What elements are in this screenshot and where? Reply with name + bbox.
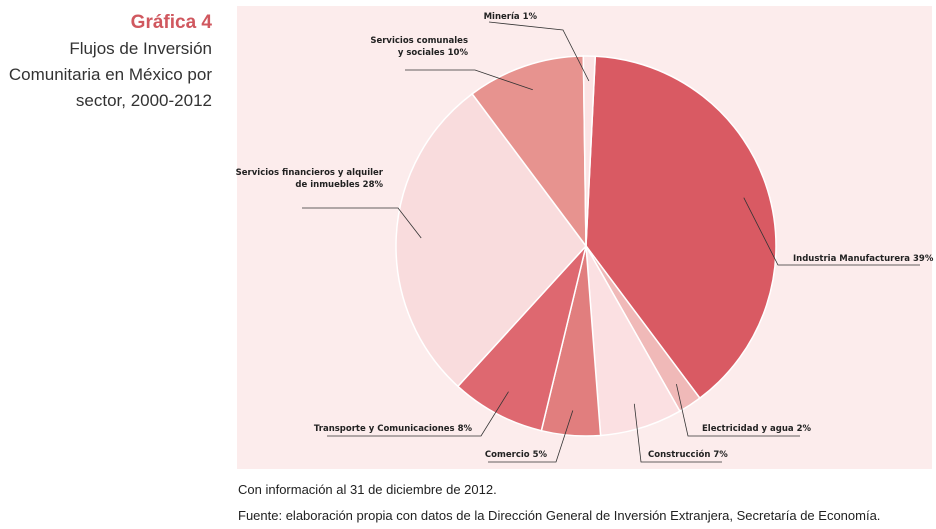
pie-slice-5 (456, 245, 587, 432)
slice-label-7: Servicios comunales y sociales 10% (370, 36, 468, 58)
slice-label-3: Construcción 7% (648, 449, 728, 460)
pie-slice-7 (471, 55, 587, 249)
leader-line-7 (405, 69, 533, 91)
slice-label-2: Electricidad y agua 2% (702, 424, 811, 434)
leader-line-1 (743, 197, 920, 266)
chart-title-line-2: Comunitaria en México por (8, 65, 212, 84)
slice-label-8: Minería 1% (484, 12, 538, 22)
chart-caption: Gráfica 4 Flujos de Inversión Comunitari… (0, 10, 212, 114)
slice-label-1: Industria Manufacturera 39% (793, 254, 934, 264)
leader-line-5 (327, 391, 509, 437)
pie-slice-8 (582, 55, 597, 247)
leader-line-2 (676, 384, 800, 437)
leader-line-8 (488, 21, 590, 82)
slice-label-4: Comercio 5% (485, 450, 548, 460)
chart-number: Gráfica 4 (130, 12, 212, 33)
leader-line-4 (488, 410, 574, 463)
chart-title-line-1: Flujos de Inversión (69, 39, 212, 58)
pie-slice-1 (585, 55, 777, 400)
slice-label-6: Servicios financieros y alquiler de inmue… (236, 168, 384, 190)
footnote: Con información al 31 de diciembre de 20… (238, 482, 497, 497)
pie-slice-6 (395, 92, 587, 388)
source-note: Fuente: elaboración propia con datos de … (238, 508, 881, 523)
leader-line-6 (302, 207, 422, 239)
chart-title-line-3: sector, 2000-2012 (75, 91, 212, 110)
slice-label-5: Transporte y Comunicaciones 8% (314, 424, 473, 434)
leader-line-3 (633, 403, 722, 463)
